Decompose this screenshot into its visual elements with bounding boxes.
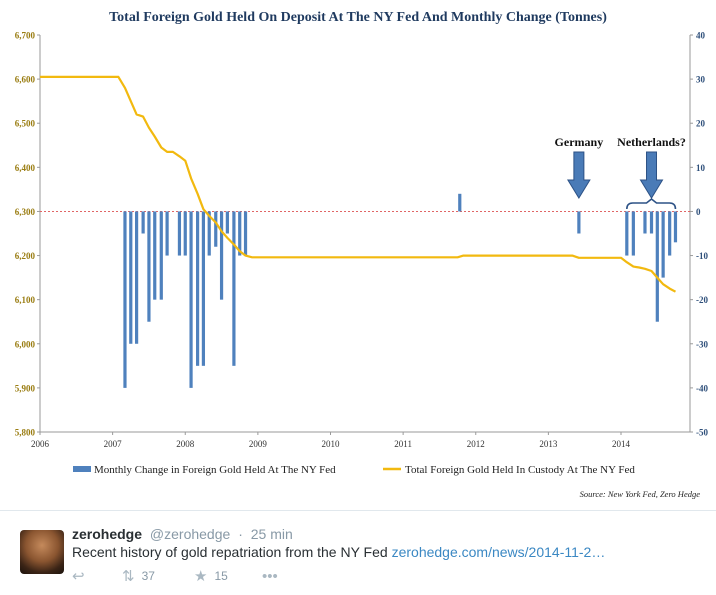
left-axis-tick-label: 6,400	[15, 163, 36, 173]
bar	[189, 211, 193, 388]
bar	[649, 211, 654, 234]
tweet-header: zerohedge @zerohedge · 25 min	[72, 526, 293, 542]
right-axis-tick-label: 10	[696, 163, 706, 173]
tweet-divider	[0, 510, 716, 511]
plot-area: 5,800 5,900 6,000 6,100 6,200 6,300 6,400 6,500…	[15, 31, 709, 450]
star-icon: ★	[194, 568, 208, 585]
bar	[668, 211, 672, 256]
right-axis-tick-label: -30	[696, 339, 708, 349]
x-axis-tick-label: 2012	[467, 439, 485, 449]
bar	[219, 211, 224, 300]
x-axis-tick-label: 2010	[322, 439, 341, 449]
retweet-count: 37	[141, 569, 155, 583]
more-button[interactable]: •••	[262, 566, 285, 586]
more-icon: •••	[262, 567, 278, 585]
left-axis-tick-label: 5,900	[15, 383, 36, 393]
chart-title: Total Foreign Gold Held On Deposit At Th…	[109, 10, 607, 25]
annotation-arrow-netherlands	[639, 151, 664, 199]
legend-label-line: Total Foreign Gold Held In Custody At Th…	[405, 464, 635, 476]
bar	[207, 211, 211, 256]
right-axis-tick-label: -50	[696, 428, 708, 438]
tweet: zerohedge @zerohedge · 25 min Recent his…	[0, 510, 716, 595]
annotation-arrow-germany	[566, 151, 591, 199]
tweet-link[interactable]: zerohedge.com/news/2014-11-2…	[391, 544, 606, 560]
bar	[141, 211, 145, 234]
tweet-text: Recent history of gold repatriation from…	[72, 544, 605, 560]
bar	[225, 211, 229, 234]
left-axis-tick-label: 6,100	[15, 295, 36, 305]
x-axis-tick-label: 2014	[612, 439, 631, 449]
bar	[201, 211, 206, 366]
bar	[165, 211, 169, 256]
bar	[655, 211, 659, 322]
chart-background	[0, 0, 716, 510]
right-axis-tick-label: 40	[696, 31, 706, 41]
left-axis-tick-label: 6,000	[15, 339, 36, 349]
legend-swatch-bars	[73, 466, 91, 472]
left-axis-tick-label: 6,500	[15, 119, 36, 129]
reply-button[interactable]: ↩	[72, 566, 92, 586]
legend-label-bars: Monthly Change in Foreign Gold Held At T…	[94, 464, 336, 476]
legend: Monthly Change in Foreign Gold Held At T…	[73, 464, 635, 476]
right-axis-tick-label: 30	[696, 75, 706, 85]
reply-icon: ↩	[72, 568, 85, 585]
tweet-timestamp[interactable]: 25 min	[250, 526, 293, 542]
bar	[673, 211, 678, 243]
favorite-button[interactable]: ★ 15	[194, 566, 228, 586]
bar	[625, 211, 629, 256]
tweet-separator: ·	[238, 526, 243, 542]
left-axis-tick-label: 6,700	[15, 31, 36, 41]
bar	[183, 211, 187, 256]
x-axis-tick-label: 2008	[176, 439, 195, 449]
left-axis-tick-label: 6,200	[15, 251, 36, 261]
custody-line	[40, 75, 677, 293]
x-axis-tick-label: 2011	[394, 439, 412, 449]
chart: Total Foreign Gold Held On Deposit At Th…	[0, 0, 716, 510]
x-axis-tick-label: 2013	[539, 439, 558, 449]
bar	[243, 211, 248, 256]
bar	[123, 211, 127, 388]
bar	[195, 211, 200, 366]
bar	[177, 211, 182, 256]
bar	[661, 211, 665, 278]
bar	[129, 211, 133, 344]
right-axis-tick-label: 0	[696, 207, 701, 217]
right-axis-tick-label: 20	[696, 119, 706, 129]
tweet-author-handle[interactable]: @zerohedge	[149, 526, 231, 542]
bar	[232, 211, 236, 366]
bar	[153, 211, 157, 300]
left-axis-tick-label: 6,300	[15, 207, 36, 217]
right-axis-tick-label: -40	[696, 383, 708, 393]
bar	[147, 211, 151, 322]
annotation-label-germany: Germany	[555, 135, 604, 149]
bar	[238, 211, 242, 256]
retweet-button[interactable]: ⇅ 37	[122, 566, 155, 586]
right-axis-tick-label: -20	[696, 295, 708, 305]
x-axis-tick-label: 2007	[104, 439, 123, 449]
annotation-label-netherlands: Netherlands?	[617, 135, 686, 149]
bar	[631, 211, 635, 256]
tweet-author-name[interactable]: zerohedge	[72, 526, 143, 542]
favorite-count: 15	[214, 569, 228, 583]
retweet-icon: ⇅	[122, 568, 135, 585]
x-axis-tick-label: 2009	[249, 439, 268, 449]
avatar[interactable]	[20, 530, 64, 574]
chart-source: Source: New York Fed, Zero Hedge	[580, 489, 701, 499]
x-axis-tick-label: 2006	[31, 439, 50, 449]
bar	[643, 211, 647, 234]
right-axis-tick-label: -10	[696, 251, 708, 261]
left-axis-tick-label: 5,800	[15, 428, 36, 438]
bar	[134, 211, 139, 344]
bar	[577, 211, 581, 234]
bar	[214, 211, 218, 247]
left-axis-tick-label: 6,600	[15, 75, 36, 85]
annotation-bracket-netherlands	[626, 197, 677, 210]
bar	[458, 193, 462, 212]
bar	[159, 211, 163, 300]
tweet-body: Recent history of gold repatriation from…	[72, 544, 388, 560]
